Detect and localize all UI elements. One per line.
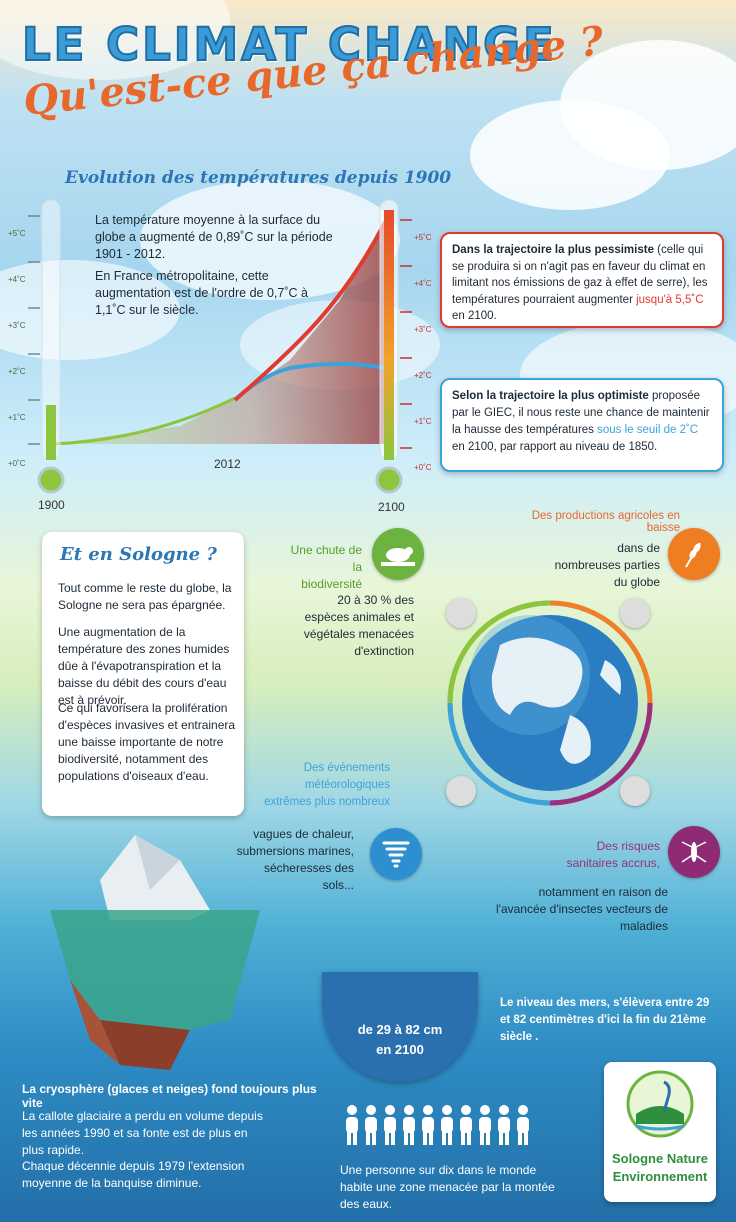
temperature-area [52, 220, 385, 444]
logo: Sologne Nature Environnement [604, 1062, 716, 1202]
scale-right: +5˚C +4˚C +3˚C +2˚C +1˚C +0˚C [414, 233, 432, 472]
pessimist-line [233, 221, 387, 402]
heron-logo-icon [626, 1070, 694, 1138]
people-icons [346, 1105, 529, 1145]
temperature-title: Evolution des températures depuis 1900 [65, 168, 452, 188]
cryosphere-title: La cryosphère (glaces et neiges) fond to… [22, 1082, 317, 1110]
people-text: Une personne sur dix dans le monde habit… [340, 1163, 555, 1211]
sologne-p3: Ce qui favorisera la prolifération d'esp… [58, 701, 236, 783]
main-title: LE CLIMAT CHANGE [21, 17, 557, 72]
cryosphere-p2: Chaque décennie depuis 1979 l'extension … [22, 1159, 245, 1190]
optimist-box: Selon la trajectoire la plus optimiste p… [440, 378, 724, 472]
sologne-p2: Une augmentation de la température des z… [58, 625, 230, 707]
logo-line-1: Sologne Nature [611, 1151, 709, 1166]
cryosphere-p1: La callote glaciaire a perdu en volume d… [22, 1109, 263, 1157]
health-title: Des risques sanitaires accrus, [566, 839, 660, 870]
year-1900: 1900 [38, 498, 65, 512]
temperature-text-1: La température moyenne à la surface du g… [95, 213, 333, 261]
ring-node [620, 598, 650, 628]
mosquito-icon [668, 826, 720, 878]
year-2100: 2100 [378, 500, 405, 514]
sologne-box: Et en Sologne ? Tout comme le reste du g… [42, 532, 244, 816]
temperature-text-2: En France métropolitaine, cette augmenta… [95, 269, 308, 317]
meteo-text: vagues de chaleur, submersions marines, … [236, 827, 354, 892]
sologne-p1: Tout comme le reste du globe, la Sologne… [58, 581, 232, 612]
ring-node [446, 776, 476, 806]
scale-left: +5˚C +4˚C +3˚C +2˚C +1˚C +0˚C [8, 229, 26, 468]
history-line [51, 396, 236, 446]
year-2012: 2012 [214, 457, 241, 471]
iceberg-icon [50, 835, 260, 1070]
temperature-chart [28, 199, 412, 494]
biodiversity-title: Une chute de la biodiversité [290, 543, 362, 591]
polar-bear-icon [372, 528, 424, 580]
pessimist-box: Dans la trajectoire la plus pessimiste (… [440, 232, 724, 328]
meteo-title: Des événements météorologiques extrêmes … [264, 762, 390, 808]
tornado-icon [370, 828, 422, 880]
ring-node [620, 776, 650, 806]
biodiversity-text: 20 à 30 % des espèces animales et végéta… [303, 593, 414, 658]
cloud [470, 100, 670, 210]
wheat-icon [668, 528, 720, 580]
sologne-title: Et en Sologne ? [60, 544, 217, 565]
globe-ring [447, 600, 653, 806]
sea-level-badge: de 29 à 82 cm en 2100 [322, 972, 478, 1082]
sea-level-text: Le niveau des mers, s'élèvera entre 29 e… [500, 997, 710, 1043]
agriculture-title: Des productions agricoles en baisse [531, 510, 680, 534]
health-text: notamment en raison de l'avancée d'insec… [496, 885, 669, 933]
agriculture-text: dans de nombreuses parties du globe [554, 541, 660, 589]
cloud [0, 260, 180, 360]
logo-line-2: Environnement [612, 1169, 708, 1184]
ring-node [446, 598, 476, 628]
